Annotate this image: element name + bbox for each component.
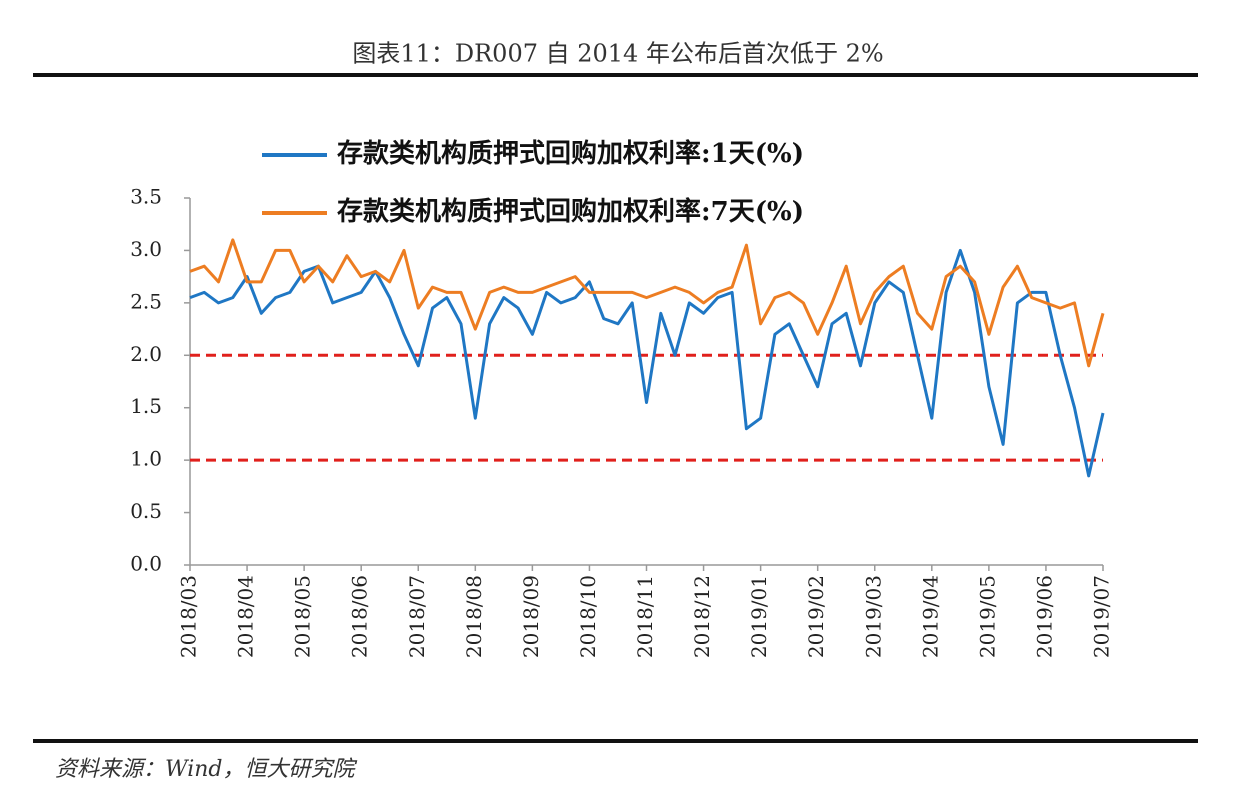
series-line	[189, 248, 1105, 478]
x-tick-label: 2018/06	[348, 575, 372, 658]
y-tick-label: 1.0	[130, 447, 162, 471]
x-tick-label: 2018/07	[405, 575, 429, 658]
y-tick-label: 2.0	[130, 342, 162, 366]
series-line	[189, 238, 1105, 368]
x-tick-label: 2018/12	[690, 575, 714, 658]
x-tick-label: 2019/07	[1090, 575, 1114, 658]
y-tick-label: 3.0	[130, 237, 162, 261]
x-tick-label: 2019/05	[975, 575, 999, 658]
source-note: 资料来源：Wind，恒大研究院	[55, 757, 358, 782]
legend-label: 存款类机构质押式回购加权利率:7天(%)	[337, 196, 804, 227]
x-tick-label: 2018/11	[633, 575, 657, 658]
title-rule	[33, 73, 1198, 77]
x-tick-label: 2019/02	[804, 575, 828, 658]
chart-title: 图表11：DR007 自 2014 年公布后首次低于 2%	[352, 40, 883, 68]
y-tick-label: 2.5	[130, 289, 162, 313]
y-tick-label: 0.0	[130, 552, 162, 576]
x-tick-label: 2018/05	[291, 575, 315, 658]
y-tick-label: 1.5	[130, 394, 162, 418]
x-tick-label: 2018/08	[462, 575, 486, 658]
x-tick-label: 2018/09	[519, 575, 543, 658]
x-tick-label: 2018/10	[576, 575, 600, 658]
x-tick-label: 2019/06	[1032, 575, 1056, 658]
x-tick-label: 2019/01	[747, 575, 771, 658]
x-tick-label: 2019/03	[861, 575, 885, 658]
x-tick-label: 2019/04	[918, 575, 942, 658]
y-tick-label: 3.5	[130, 185, 162, 209]
legend-label: 存款类机构质押式回购加权利率:1天(%)	[337, 138, 804, 169]
x-tick-label: 2018/04	[234, 575, 258, 658]
y-tick-label: 0.5	[130, 499, 162, 523]
footer-rule	[33, 739, 1198, 743]
x-tick-label: 2018/03	[177, 575, 201, 658]
